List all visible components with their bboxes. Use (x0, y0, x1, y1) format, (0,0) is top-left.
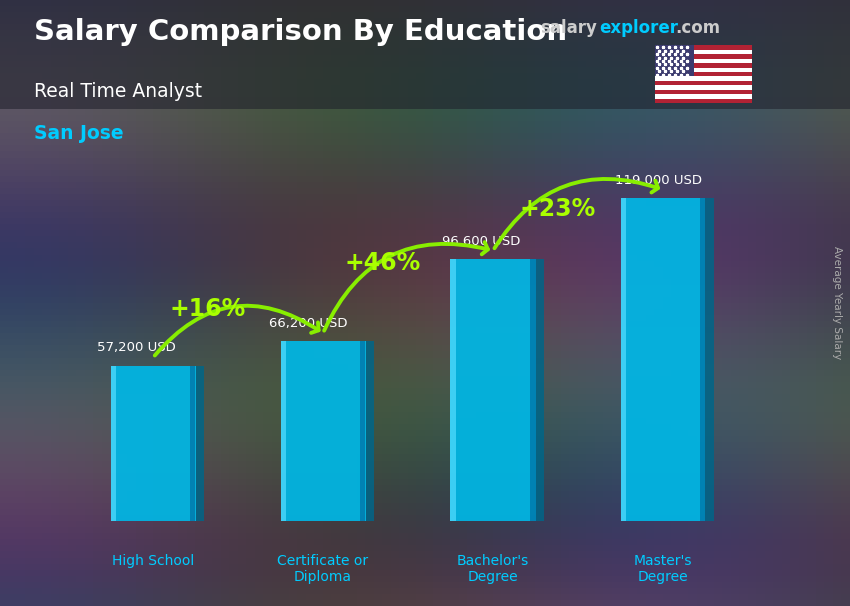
Bar (700, 198, 706, 521)
Bar (654, 55, 752, 59)
Text: Real Time Analyst: Real Time Analyst (34, 82, 202, 101)
FancyBboxPatch shape (280, 341, 366, 521)
Bar (110, 366, 116, 521)
Polygon shape (366, 341, 374, 521)
Bar (654, 81, 752, 85)
Text: .com: .com (675, 19, 720, 38)
Bar (654, 63, 752, 68)
Text: 57,200 USD: 57,200 USD (97, 341, 176, 353)
Bar (360, 341, 366, 521)
Text: salary: salary (540, 19, 597, 38)
Text: Bachelor's
Degree: Bachelor's Degree (456, 554, 529, 584)
Text: High School: High School (112, 554, 194, 568)
Bar (190, 366, 196, 521)
Text: 66,200 USD: 66,200 USD (269, 318, 347, 330)
FancyBboxPatch shape (110, 366, 196, 521)
Bar (0, 0, 850, 109)
FancyBboxPatch shape (450, 259, 536, 521)
Text: +23%: +23% (519, 197, 596, 221)
Bar (654, 94, 752, 99)
Text: Master's
Degree: Master's Degree (634, 554, 692, 584)
Text: 119,000 USD: 119,000 USD (615, 174, 702, 187)
Bar (654, 90, 752, 94)
Text: Salary Comparison By Education: Salary Comparison By Education (34, 18, 567, 46)
Bar (654, 85, 752, 90)
Bar (654, 59, 752, 63)
Text: Certificate or
Diploma: Certificate or Diploma (277, 554, 369, 584)
Bar (654, 99, 752, 103)
Bar (450, 259, 456, 521)
Bar (530, 259, 536, 521)
Bar (654, 68, 752, 72)
Polygon shape (536, 259, 544, 521)
FancyBboxPatch shape (620, 198, 706, 521)
Text: explorer: explorer (599, 19, 678, 38)
Text: San Jose: San Jose (34, 124, 123, 143)
Bar (280, 341, 286, 521)
Bar (654, 45, 752, 50)
Bar (654, 45, 694, 76)
Bar (654, 76, 752, 81)
Polygon shape (706, 198, 714, 521)
Text: +46%: +46% (344, 251, 421, 275)
Text: +16%: +16% (169, 298, 246, 321)
Text: 96,600 USD: 96,600 USD (442, 235, 520, 248)
Bar (654, 50, 752, 55)
Text: Average Yearly Salary: Average Yearly Salary (832, 247, 842, 359)
Bar (620, 198, 626, 521)
Polygon shape (196, 366, 204, 521)
Bar (654, 72, 752, 76)
